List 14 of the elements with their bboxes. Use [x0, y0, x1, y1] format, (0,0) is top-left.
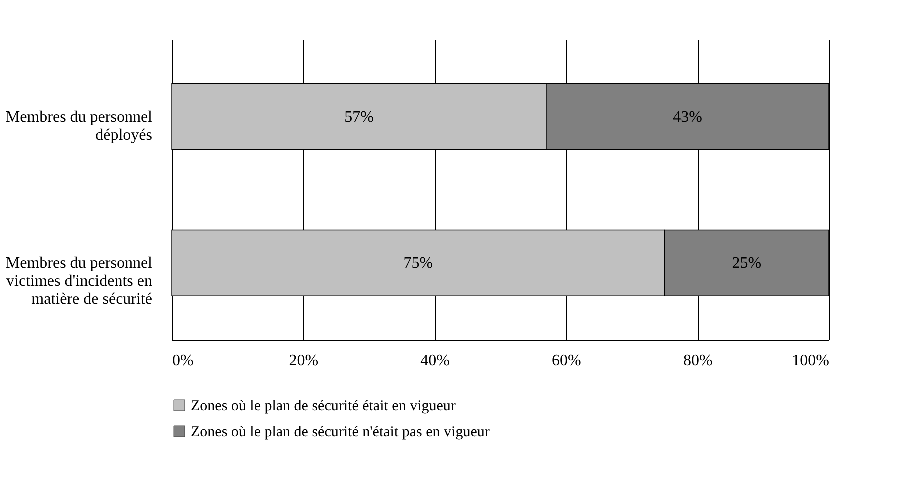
- legend-label: Zones où le plan de sécurité n'était pas en vigueur: [191, 424, 490, 440]
- y-tick-label: Membres du personnel victimes d'incidents en matière de sécurité: [6, 255, 154, 308]
- x-tick-label: 100%: [792, 352, 830, 370]
- text: 43%: [673, 108, 702, 126]
- x-tick-label: 0%: [172, 352, 194, 370]
- x-tick-label: 80%: [683, 352, 713, 370]
- text: 57%: [344, 108, 374, 126]
- legend-label: Zones où le plan de sécurité était en vigueur: [191, 398, 456, 414]
- y-tick-label: Membres du personnel déployés: [6, 108, 154, 144]
- text: 75%: [404, 255, 434, 272]
- x-tick-label: 40%: [420, 352, 450, 370]
- text: 25%: [732, 255, 762, 272]
- x-tick-label: 60%: [552, 352, 582, 370]
- x-tick-label: 20%: [289, 352, 319, 370]
